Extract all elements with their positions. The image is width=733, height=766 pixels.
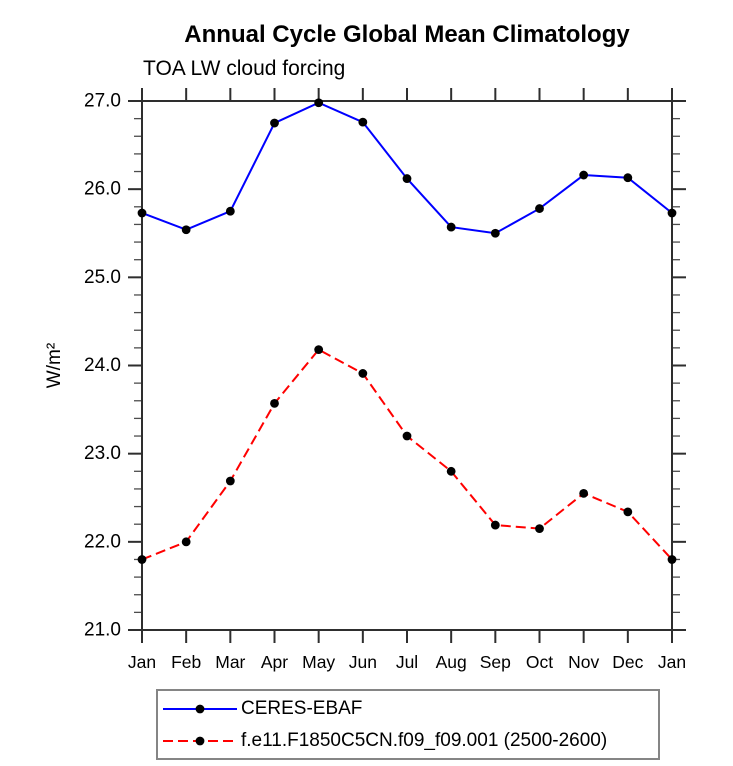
- data-series-line: [141, 348, 673, 561]
- y-tick-label: 23.0: [84, 443, 121, 464]
- data-series-line: [141, 101, 673, 235]
- month-label: Oct: [526, 652, 553, 672]
- plot-frame: [141, 100, 673, 631]
- legend-line-sample-ceres: [163, 704, 237, 713]
- month-label: Mar: [215, 652, 245, 672]
- data-point-marker: [314, 345, 324, 355]
- data-point-marker: [402, 431, 412, 441]
- data-point-marker: [579, 488, 589, 498]
- month-label: Jun: [349, 652, 377, 672]
- y-tick-label: 26.0: [84, 179, 121, 200]
- month-label: Jan: [128, 652, 156, 672]
- data-point-marker: [535, 524, 544, 534]
- data-point-marker: [137, 208, 147, 218]
- data-point-marker: [402, 174, 412, 183]
- month-label: Feb: [171, 652, 201, 672]
- legend-line-sample-model: [163, 736, 237, 745]
- data-point-marker: [446, 222, 456, 232]
- legend-item: f.e11.F1850C5CN.f09_f09.001 (2500-2600): [161, 725, 658, 757]
- y-tick-label: 24.0: [84, 355, 121, 376]
- data-point-marker: [270, 118, 279, 128]
- month-label: Nov: [568, 652, 599, 672]
- data-point-marker: [358, 117, 368, 127]
- data-point-marker: [446, 466, 456, 476]
- data-point-marker: [623, 173, 633, 183]
- y-tick-label: 22.0: [84, 531, 121, 552]
- data-point-marker: [225, 476, 235, 486]
- data-point-marker: [490, 228, 500, 238]
- legend-item: CERES-EBAF: [161, 693, 658, 725]
- data-point-marker: [358, 369, 368, 378]
- chart-title: Annual Cycle Global Mean Climatology: [184, 21, 630, 48]
- month-label: Apr: [261, 652, 288, 672]
- legend-box: CERES-EBAF f.e11.F1850C5CN.f09_f09.001 (…: [156, 689, 660, 760]
- data-point-marker: [225, 206, 235, 216]
- data-point-marker: [579, 170, 589, 180]
- data-point-marker: [314, 98, 324, 108]
- month-label: Sep: [480, 652, 511, 672]
- chart-subtitle: TOA LW cloud forcing: [143, 57, 346, 80]
- legend-marker: [195, 704, 205, 713]
- legend-item-label: CERES-EBAF: [241, 697, 363, 719]
- data-point-marker: [490, 520, 500, 530]
- month-label: Jan: [658, 652, 686, 672]
- legend-marker: [195, 736, 205, 745]
- data-point-marker: [535, 204, 544, 213]
- data-point-marker: [181, 225, 191, 235]
- y-axis-label: W/m²: [44, 343, 65, 388]
- data-point-marker: [667, 208, 677, 218]
- data-point-marker: [667, 555, 677, 564]
- legend-item-label: f.e11.F1850C5CN.f09_f09.001 (2500-2600): [241, 729, 608, 751]
- data-point-marker: [270, 399, 279, 408]
- data-point-marker: [181, 537, 191, 547]
- month-label: May: [302, 652, 335, 672]
- y-tick-label: 25.0: [84, 267, 121, 288]
- y-tick-label: 21.0: [84, 620, 121, 641]
- month-label: Aug: [436, 652, 467, 672]
- y-tick-label: 27.0: [84, 91, 121, 112]
- month-label: Jul: [396, 652, 418, 672]
- data-point-marker: [623, 507, 633, 517]
- month-label: Dec: [612, 652, 643, 672]
- data-point-marker: [137, 555, 147, 564]
